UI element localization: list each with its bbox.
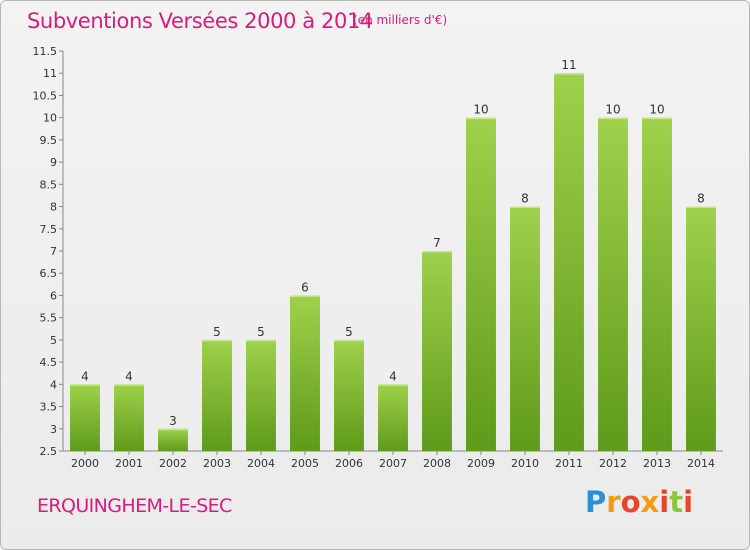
y-tick-label: 3.5 <box>40 401 58 414</box>
commune-name: ERQUINGHEM-LE-SEC <box>37 495 232 517</box>
bar-top-highlight <box>114 384 144 386</box>
y-tick-label: 9 <box>50 156 57 169</box>
bar <box>202 339 232 451</box>
x-tick-label: 2008 <box>423 457 451 470</box>
chart-title: Subventions Versées 2000 à 2014 <box>27 9 373 33</box>
bar <box>598 117 628 452</box>
bar-value-label: 4 <box>81 369 89 383</box>
bar-value-label: 7 <box>433 236 441 250</box>
bar <box>290 295 320 451</box>
y-tick-label: 9.5 <box>40 134 58 147</box>
bar-value-label: 11 <box>561 58 576 72</box>
bar-value-label: 5 <box>257 325 265 339</box>
bar-top-highlight <box>422 251 452 253</box>
x-tick-label: 2011 <box>555 457 583 470</box>
bar-value-label: 5 <box>345 325 353 339</box>
y-tick-label: 2.5 <box>40 445 58 458</box>
bar <box>246 339 276 451</box>
x-tick-label: 2007 <box>379 457 407 470</box>
y-tick-label: 6.5 <box>40 267 58 280</box>
x-tick-label: 2002 <box>159 457 187 470</box>
chart-value-labels: 4 4 3 5 5 6 5 4 7 10 8 11 10 10 8 <box>81 58 705 428</box>
y-tick-label: 4 <box>50 378 57 391</box>
bar-top-highlight <box>554 73 584 75</box>
logo-letter: o <box>620 485 641 519</box>
bar-value-label: 10 <box>605 103 620 117</box>
x-tick-label: 2003 <box>203 457 231 470</box>
bar <box>554 73 584 451</box>
bar-top-highlight <box>686 206 716 209</box>
x-tick-label: 2014 <box>687 457 715 470</box>
y-tick-label: 10 <box>43 112 57 125</box>
bar-value-label: 5 <box>213 325 221 339</box>
bar-value-label: 4 <box>125 369 133 383</box>
bar-top-highlight <box>246 339 276 342</box>
bar-top-highlight <box>334 339 364 342</box>
x-tick-label: 2004 <box>247 457 275 470</box>
logo-letter: i <box>659 485 670 519</box>
bar-top-highlight <box>378 384 408 386</box>
y-tick-label: 4.5 <box>40 356 58 369</box>
bar-top-highlight <box>158 428 188 431</box>
bar <box>334 339 364 451</box>
bar <box>466 117 496 452</box>
x-tick-label: 2012 <box>599 457 627 470</box>
y-tick-label: 11 <box>43 67 57 80</box>
y-tick-label: 8.5 <box>40 178 58 191</box>
bar-top-highlight <box>202 339 232 342</box>
bar <box>642 117 672 452</box>
y-tick-label: 7 <box>50 245 57 258</box>
x-tick-label: 2000 <box>71 457 99 470</box>
x-tick-label: 2009 <box>467 457 495 470</box>
bar-top-highlight <box>70 384 100 386</box>
y-tick-label: 3 <box>50 423 57 436</box>
bar <box>378 384 408 451</box>
bar-value-label: 8 <box>521 192 529 206</box>
bar-value-label: 10 <box>473 103 488 117</box>
chart-axes: 2.5 3 3.5 4 4.5 5 5.5 6 6.5 7 7.5 8 8.5 9 9.5 10 10.5 11 1… <box>33 45 723 470</box>
y-tick-label: 10.5 <box>33 89 58 102</box>
y-tick-label: 5.5 <box>40 312 58 325</box>
bar-value-label: 6 <box>301 280 309 294</box>
x-tick-label: 2013 <box>643 457 671 470</box>
chart-bars <box>70 73 716 452</box>
x-tick-label: 2006 <box>335 457 363 470</box>
y-tick-label: 8 <box>50 201 57 214</box>
y-tick-label: 5 <box>50 334 57 347</box>
logo-letter: x <box>640 485 660 519</box>
bar-top-highlight <box>510 206 540 209</box>
bar <box>114 384 144 451</box>
x-tick-label: 2001 <box>115 457 143 470</box>
bar-value-label: 3 <box>169 414 177 428</box>
logo-letter: t <box>669 485 684 519</box>
bar <box>686 206 716 451</box>
logo-letter: r <box>606 485 621 519</box>
x-tick-label: 2005 <box>291 457 319 470</box>
chart-subtitle: (en milliers d'€) <box>353 13 448 27</box>
y-tick-label: 7.5 <box>40 223 58 236</box>
bar <box>422 251 452 451</box>
y-tick-label: 6 <box>50 289 57 302</box>
bar-value-label: 4 <box>389 369 397 383</box>
bar-top-highlight <box>466 117 496 120</box>
bar <box>70 384 100 451</box>
bar-value-label: 10 <box>649 103 664 117</box>
proxiti-logo: Proxiti <box>585 485 693 519</box>
bar-top-highlight <box>642 117 672 120</box>
bar-value-label: 8 <box>697 192 705 206</box>
logo-letter: i <box>683 485 694 519</box>
bar <box>158 428 188 451</box>
x-tick-label: 2010 <box>511 457 539 470</box>
logo-letter: P <box>585 485 607 519</box>
bar <box>510 206 540 451</box>
bar-top-highlight <box>598 117 628 120</box>
bar-top-highlight <box>290 295 320 297</box>
y-tick-label: 11.5 <box>33 45 58 58</box>
